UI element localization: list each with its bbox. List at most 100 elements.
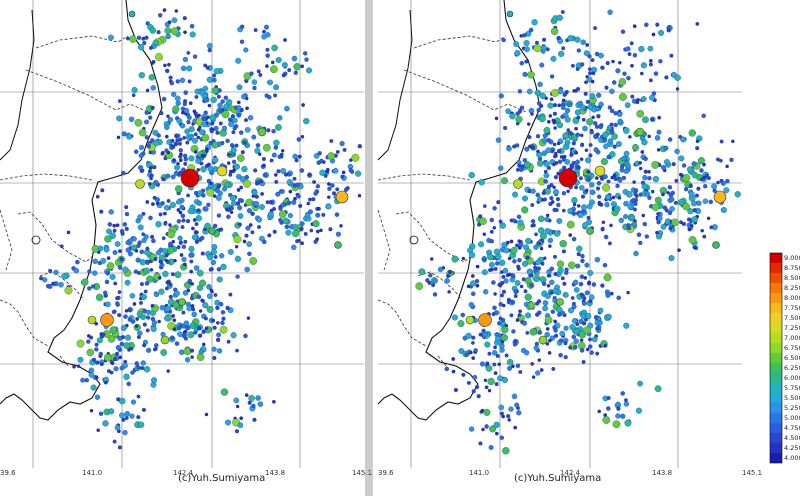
epicenter-marker <box>703 184 708 189</box>
epicenter-marker <box>533 345 539 351</box>
epicenter-marker <box>219 253 225 259</box>
epicenter-marker <box>143 234 149 240</box>
epicenter-marker <box>234 255 242 263</box>
epicenter-marker <box>580 194 586 199</box>
prefecture-border <box>0 299 49 347</box>
major-epicenter-marker <box>180 168 200 188</box>
epicenter-marker <box>168 282 173 287</box>
epicenter-marker <box>299 226 304 232</box>
epicenter-marker <box>600 158 608 166</box>
epicenter-marker <box>201 329 206 334</box>
epicenter-marker <box>105 271 111 276</box>
epicenter-marker <box>524 277 532 285</box>
epicenter-marker <box>156 133 161 138</box>
epicenter-marker <box>173 141 178 146</box>
epicenter-marker <box>517 313 522 317</box>
epicenter-marker <box>621 155 627 162</box>
epicenter-marker <box>630 198 636 203</box>
epicenter-marker <box>130 370 135 375</box>
epicenter-marker <box>594 176 599 180</box>
epicenter-marker <box>124 205 129 210</box>
epicenter-marker <box>203 206 209 212</box>
epicenter-marker <box>691 216 698 223</box>
epicenter-marker <box>211 318 216 323</box>
epicenter-marker <box>194 88 201 95</box>
epicenter-marker <box>207 103 212 108</box>
epicenter-marker <box>509 239 514 244</box>
legend-swatch <box>770 353 782 363</box>
epicenter-marker <box>281 62 288 68</box>
epicenter-marker <box>104 235 112 243</box>
epicenter-marker <box>669 53 674 58</box>
epicenter-marker <box>482 257 487 263</box>
epicenter-marker <box>256 69 261 74</box>
epicenter-marker <box>124 334 132 341</box>
epicenter-marker <box>534 89 542 97</box>
epicenter-marker <box>249 257 258 265</box>
epicenter-marker <box>479 361 486 367</box>
epicenter-marker <box>518 370 523 374</box>
epicenter-marker <box>507 272 512 277</box>
epicenter-marker <box>210 259 217 266</box>
epicenter-marker <box>140 293 147 300</box>
epicenter-marker <box>148 166 153 170</box>
epicenter-marker <box>180 65 187 72</box>
epicenter-marker <box>582 222 589 229</box>
epicenter-marker <box>116 397 121 402</box>
legend-label: 8.750 <box>784 264 800 272</box>
epicenter-marker <box>191 311 197 318</box>
epicenter-marker <box>615 68 621 74</box>
epicenter-marker <box>694 193 699 198</box>
epicenter-marker <box>543 126 551 134</box>
epicenter-marker <box>557 267 564 274</box>
epicenter-marker <box>553 254 557 259</box>
legend-swatch <box>770 313 782 323</box>
epicenter-marker <box>319 169 326 176</box>
epicenter-marker <box>189 31 196 38</box>
epicenter-marker <box>215 337 221 343</box>
epicenter-marker <box>566 220 575 229</box>
epicenter-marker <box>294 158 299 163</box>
epicenter-marker <box>580 104 586 111</box>
epicenter-marker <box>702 234 707 239</box>
epicenter-marker <box>539 62 545 68</box>
epicenter-marker <box>81 278 89 286</box>
epicenter-marker <box>128 116 135 123</box>
epicenter-marker <box>196 353 205 361</box>
epicenter-marker <box>117 313 122 318</box>
epicenter-marker <box>292 176 297 181</box>
epicenter-marker <box>620 413 626 419</box>
epicenter-marker <box>470 274 475 278</box>
epicenter-marker <box>151 202 155 206</box>
epicenter-marker <box>588 337 592 342</box>
epicenter-marker <box>176 118 183 124</box>
epicenter-marker <box>153 291 160 298</box>
epicenter-marker <box>172 301 180 309</box>
epicenter-marker <box>609 129 615 135</box>
epicenter-marker <box>207 162 211 167</box>
epicenter-marker <box>591 336 598 343</box>
epicenter-marker <box>515 318 520 322</box>
right-x-axis-ticks: 39.6 141.0 142.4 143.8 145.1 <box>378 469 762 477</box>
epicenter-marker <box>554 208 559 213</box>
epicenter-marker <box>658 29 664 36</box>
epicenter-marker <box>506 297 511 302</box>
epicenter-marker <box>597 320 603 326</box>
epicenter-marker <box>177 331 183 337</box>
epicenter-marker <box>546 284 551 288</box>
epicenter-marker <box>174 9 179 13</box>
epicenter-marker <box>187 331 195 339</box>
epicenter-marker <box>279 189 285 194</box>
epicenter-marker <box>271 44 278 52</box>
epicenter-marker <box>203 96 209 102</box>
epicenter-marker <box>104 279 110 285</box>
epicenter-marker <box>313 191 318 196</box>
epicenter-marker <box>630 94 635 99</box>
epicenter-marker <box>559 155 564 159</box>
epicenter-marker <box>145 246 150 251</box>
epicenter-marker <box>517 239 521 243</box>
legend-swatch <box>770 253 782 263</box>
left-map-panel <box>0 0 364 468</box>
epicenter-marker <box>299 221 305 227</box>
epicenter-marker <box>199 279 207 287</box>
